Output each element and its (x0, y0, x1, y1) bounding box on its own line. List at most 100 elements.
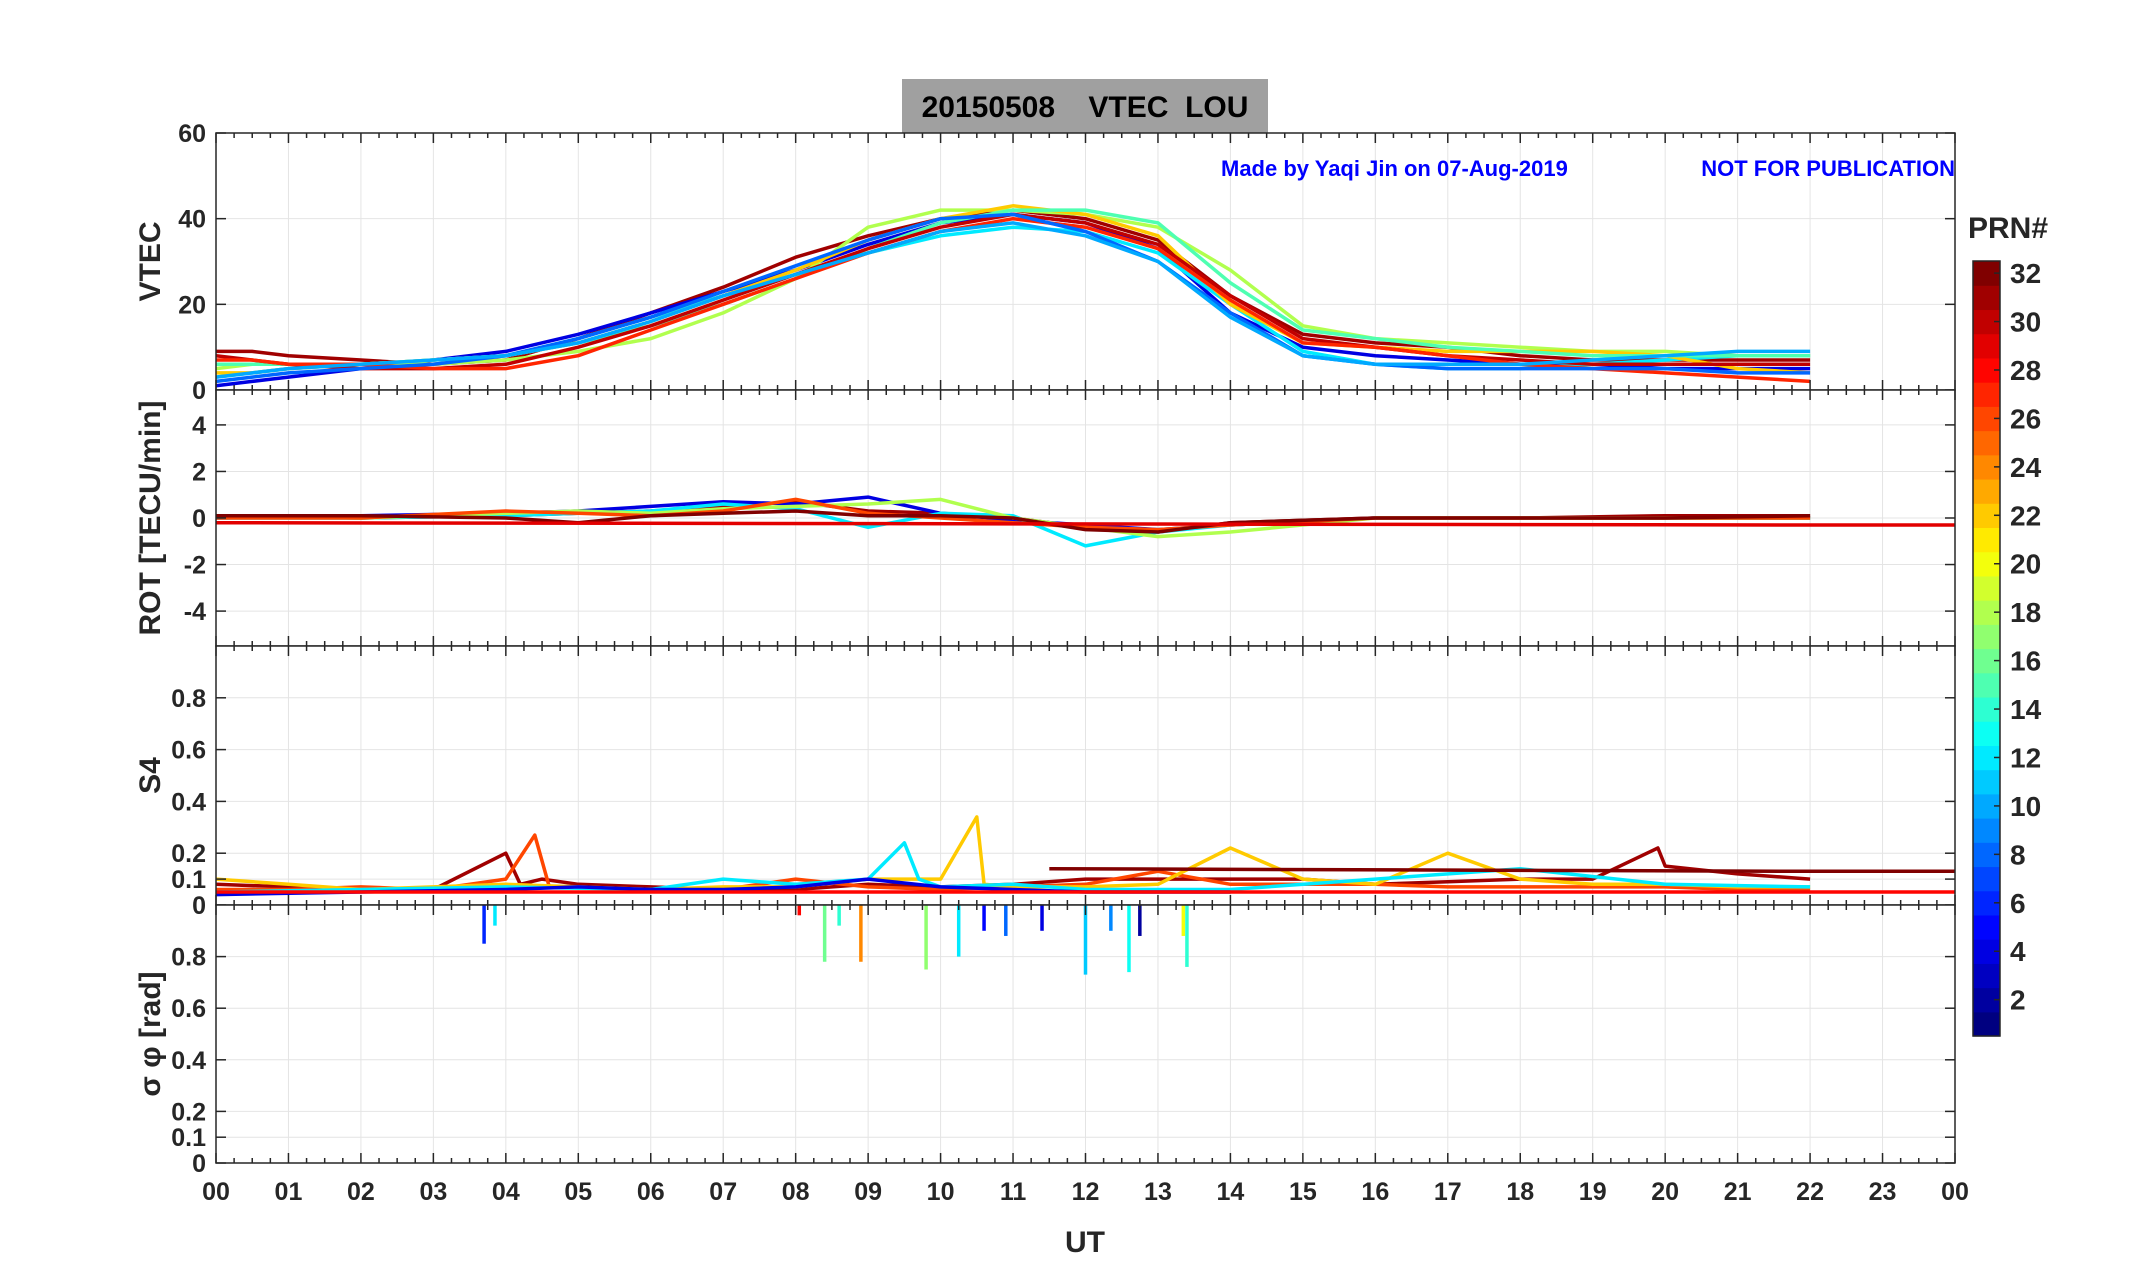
x-axis: UT 00 01 02 03 04 05 06 07 08 09 10 11 12 13 14 15 16 17 1… (202, 1178, 1969, 1259)
colorbar-tick-label: 4 (2010, 936, 2026, 967)
colorbar-segment (1973, 963, 2000, 989)
colorbar-label: PRN# (1968, 212, 2048, 245)
colorbar-tick-label: 8 (2010, 839, 2026, 870)
y-tick-label: 0.6 (171, 995, 206, 1023)
colorbar-segment (1973, 478, 2000, 504)
x-tick-label: 17 (1434, 1178, 1462, 1206)
colorbar-tick-label: 6 (2010, 888, 2026, 919)
y-tick-label: 0 (192, 892, 206, 920)
y-tick-label: 4 (192, 412, 206, 440)
colorbar-segment (1973, 285, 2000, 311)
colorbar-segment (1973, 818, 2000, 843)
panel-4: 00.10.2 0.4 0.6 0.8σ φ [rad] (134, 904, 1956, 1178)
colorbar-segment (1973, 672, 2000, 698)
series-prn-32 (216, 509, 1811, 534)
colorbar-tick-label: 32 (2010, 258, 2041, 289)
x-tick-label: 06 (637, 1178, 665, 1206)
x-tick-label: 23 (1869, 1178, 1897, 1206)
y-tick-label: -4 (184, 598, 206, 626)
x-tick-label: 02 (347, 1178, 375, 1206)
x-tick-label: 18 (1506, 1178, 1534, 1206)
y-tick-label: 0 (192, 1150, 206, 1178)
y-tick-label: 0.1 (171, 1124, 206, 1152)
y-tick-label: 0 (192, 377, 206, 405)
y-tick-label: 0.4 (171, 1047, 206, 1075)
x-axis-label: UT (1065, 1226, 1105, 1259)
y-tick-label: -2 (184, 552, 206, 580)
x-tick-label: 13 (1144, 1178, 1172, 1206)
x-tick-label: 04 (492, 1178, 520, 1206)
colorbar-segment (1973, 382, 2000, 407)
series-prn-32 (1049, 866, 1955, 874)
y-tick-label: 20 (178, 291, 206, 319)
x-tick-label: 14 (1217, 1178, 1245, 1206)
y-tick-label: 0.6 (171, 737, 206, 765)
y-tick-label: 0 (192, 505, 206, 533)
x-tick-label: 16 (1361, 1178, 1389, 1206)
x-tick-label: 20 (1651, 1178, 1679, 1206)
x-tick-label: 03 (419, 1178, 447, 1206)
x-tick-label: 00 (1941, 1178, 1969, 1206)
colorbar-tick-label: 2 (2010, 985, 2026, 1016)
y-tick-label: 0.8 (171, 944, 206, 972)
panel-3: 00.10.2 0.4 0.6 0.8 S4 (134, 645, 1956, 920)
series-prn-10 (215, 221, 1811, 379)
colorbar-segment (1973, 1011, 2000, 1037)
colorbar-tick-label: 10 (2010, 791, 2041, 822)
x-tick-label: 11 (1000, 1178, 1027, 1206)
colorbar-segment (1973, 527, 2000, 553)
series-prn-26 (216, 833, 1811, 892)
y-tick-label: 0.2 (171, 840, 206, 868)
colorbar-tick-label: 14 (2010, 694, 2042, 725)
x-tick-label: 19 (1579, 1178, 1607, 1206)
x-tick-label: 00 (202, 1178, 230, 1206)
y-axis-label: S4 (134, 757, 167, 794)
colorbar-frame (1972, 260, 2001, 1037)
colorbar-tick-label: 20 (2010, 549, 2041, 580)
x-tick-label: 15 (1289, 1178, 1317, 1206)
colorbar-tick-label: 26 (2010, 403, 2041, 434)
y-tick-label: 60 (178, 120, 206, 148)
colorbar-tick-label: 22 (2010, 500, 2041, 531)
colorbar-segment (1973, 769, 2000, 795)
x-tick-label: 10 (927, 1178, 955, 1206)
credit: Made by Yaqi Jin on 07-Aug-2019 NOT FOR … (1221, 156, 1955, 181)
y-tick-label: 0.1 (171, 866, 206, 894)
x-tick-label: 07 (709, 1178, 737, 1206)
colorbar-tick-label: 12 (2010, 742, 2041, 773)
chart-title: 20150508 VTEC LOU (922, 91, 1249, 124)
x-tick-label: 12 (1072, 1178, 1100, 1206)
colorbar-segment (1973, 721, 2000, 746)
colorbar-tick-label: 28 (2010, 355, 2041, 386)
series-prn-29 (215, 520, 1955, 527)
y-tick-label: 0.8 (171, 685, 206, 713)
x-tick-label: 05 (564, 1178, 592, 1206)
colorbar-tick-label: 16 (2010, 646, 2041, 677)
colorbar-segment (1973, 430, 2000, 456)
colorbar-tick-label: 18 (2010, 597, 2041, 628)
y-tick-label: 0.4 (171, 788, 206, 816)
y-tick-label: 0.2 (171, 1098, 206, 1126)
panel-frame (215, 904, 1956, 1164)
colorbar-segment (1973, 866, 2000, 892)
panel-2: -4 -2 0 2 4 ROT [TECU/min] (134, 389, 1956, 647)
series-prn-8 (215, 212, 1811, 384)
colorbar-tick-label: 24 (2010, 452, 2042, 483)
y-axis-label: VTEC (134, 221, 167, 301)
y-tick-label: 2 (192, 458, 206, 486)
colorbar-tick-label: 30 (2010, 307, 2041, 338)
colorbar-segment (1973, 914, 2000, 940)
x-tick-label: 01 (275, 1178, 303, 1206)
x-tick-label: 08 (782, 1178, 810, 1206)
colorbar-segment (1973, 575, 2000, 601)
x-tick-label: 22 (1796, 1178, 1824, 1206)
title-box: 20150508 VTEC LOU (902, 79, 1268, 133)
y-axis-label: ROT [TECU/min] (134, 401, 167, 636)
colorbar-segment (1973, 333, 2000, 359)
y-axis-label: σ φ [rad] (134, 971, 167, 1096)
notice-text: NOT FOR PUBLICATION (1701, 156, 1955, 181)
title-background (902, 79, 1268, 133)
